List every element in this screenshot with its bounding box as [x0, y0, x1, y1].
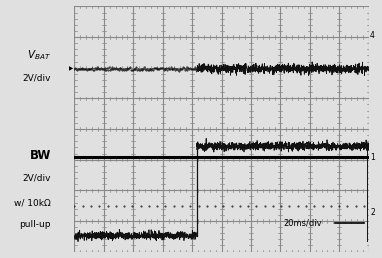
Text: w/ 10kΩ: w/ 10kΩ: [14, 198, 51, 207]
Text: $V_{BAT}$: $V_{BAT}$: [27, 49, 51, 62]
Text: pull-up: pull-up: [19, 220, 51, 229]
Text: 2: 2: [370, 208, 375, 217]
Text: 2V/div: 2V/div: [23, 73, 51, 82]
Text: 2V/div: 2V/div: [23, 174, 51, 182]
Text: ▶: ▶: [69, 67, 73, 71]
Text: 1: 1: [370, 153, 375, 162]
Text: BW: BW: [29, 149, 51, 163]
Text: 4: 4: [370, 31, 375, 40]
Text: 20ms/div: 20ms/div: [283, 219, 322, 228]
